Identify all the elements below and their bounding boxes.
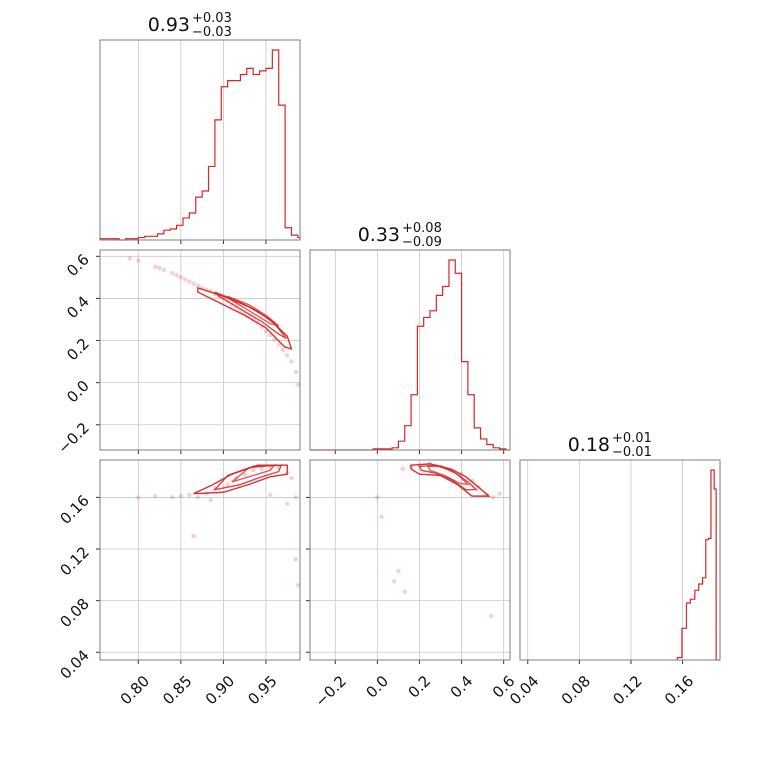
scatter-point	[136, 258, 141, 263]
scatter-point	[396, 568, 401, 574]
scatter-point	[178, 493, 184, 499]
histogram-param-0	[99, 49, 301, 241]
title-median-1: 0.33	[358, 224, 400, 246]
contour-level-1	[193, 464, 288, 495]
panels-layer	[96, 39, 721, 664]
scatter-point	[208, 497, 213, 503]
title-median-0: 0.93	[148, 14, 190, 36]
title-plus-0: +0.03	[192, 11, 232, 26]
scatter-point	[490, 495, 496, 500]
title-plus-1: +0.08	[402, 221, 442, 236]
scatter-point	[170, 495, 175, 500]
scatter-point	[293, 557, 298, 562]
scatter-point	[296, 382, 301, 387]
x-tick-label-p2: 0.04	[506, 672, 542, 708]
x-tick-label-p0: 0.85	[159, 672, 195, 708]
panel-frame-1-0	[99, 249, 301, 451]
x-tick-label-p0: 0.80	[117, 672, 153, 708]
y-tick-label-p1: −0.2	[54, 419, 92, 457]
scatter-point	[268, 492, 273, 498]
scatter-point	[153, 493, 158, 499]
scatter-point	[276, 342, 281, 347]
contour-level-3	[426, 465, 470, 486]
scatter-point	[178, 275, 184, 280]
scatter-point	[153, 264, 158, 270]
y-tick-label-p2: 0.16	[56, 492, 92, 528]
scatter-point	[289, 359, 294, 364]
panel-frame-0-0	[99, 39, 301, 241]
x-tick-label-p2: 0.16	[661, 672, 697, 708]
scatter-point	[259, 466, 264, 472]
scatter-point	[375, 495, 380, 500]
x-tick-label-p1: 0.0	[363, 672, 393, 702]
scatter-point	[187, 492, 192, 498]
histogram-param-1	[310, 259, 510, 451]
scatter-point	[285, 353, 290, 358]
scatter-point	[170, 270, 175, 276]
scatter-point	[293, 369, 298, 375]
contour-level-2	[214, 291, 287, 340]
scatter-point	[225, 482, 230, 487]
scatter-point	[195, 495, 201, 500]
scatter-point	[379, 514, 384, 519]
contour-level-3	[227, 295, 280, 327]
panel-frame-1-1	[309, 249, 511, 451]
scatter-point	[191, 281, 196, 286]
panel-frame-2-1	[309, 459, 511, 661]
scatter-point	[400, 466, 405, 472]
contour-level-1	[410, 463, 491, 497]
scatter-point	[157, 265, 162, 271]
scatter-point	[161, 267, 167, 273]
scatter-point	[296, 582, 301, 588]
scatter-point	[392, 579, 397, 584]
x-tick-label-p1: 0.4	[447, 672, 477, 702]
scatter-point	[497, 491, 502, 496]
y-tick-label-p1: 0.0	[63, 377, 93, 407]
x-tick-label-p2: 0.08	[558, 672, 594, 708]
contour-level-2	[418, 464, 479, 491]
scatter-point	[187, 279, 192, 284]
panel-frame-2-0	[99, 459, 301, 661]
scatter-point	[293, 495, 298, 500]
scatter-point	[488, 613, 494, 619]
scatter-point	[127, 256, 132, 261]
title-minus-0: −0.03	[192, 25, 232, 40]
scatter-point	[280, 347, 286, 353]
y-tick-label-p2: 0.08	[56, 595, 92, 631]
title-median-2: 0.18	[568, 434, 610, 456]
title-minus-2: −0.01	[612, 445, 652, 460]
scatter-point	[174, 273, 179, 278]
contour-level-1	[197, 286, 293, 351]
x-tick-label-p0: 0.95	[244, 672, 280, 708]
scatter-point	[250, 468, 256, 473]
scatter-point	[182, 277, 188, 282]
x-tick-label-p1: −0.2	[312, 672, 350, 710]
scatter-point	[191, 533, 196, 539]
scatter-point	[289, 475, 294, 481]
y-tick-label-p2: 0.04	[56, 646, 92, 682]
scatter-point	[136, 495, 141, 500]
x-tick-label-p1: 0.2	[405, 672, 435, 702]
y-tick-label-p1: 0.2	[63, 335, 93, 365]
y-tick-label-p1: 0.4	[63, 293, 93, 323]
contour-level-3	[231, 464, 277, 483]
y-tick-label-p2: 0.12	[56, 543, 92, 579]
scatter-point	[285, 501, 290, 507]
contour-level-2	[212, 464, 283, 491]
labels-layer: 0.93 +0.03−0.030.33 +0.08−0.090.18 +0.01−0.…	[54, 11, 697, 711]
scatter-point	[402, 589, 407, 594]
scatter-point	[195, 283, 201, 288]
title-minus-1: −0.09	[402, 235, 442, 250]
y-tick-label-p1: 0.6	[63, 250, 93, 280]
x-tick-label-p0: 0.90	[202, 672, 238, 708]
title-plus-2: +0.01	[612, 431, 652, 446]
x-tick-label-p2: 0.12	[609, 672, 645, 708]
panel-frame-2-2	[519, 459, 721, 661]
histogram-param-2	[676, 469, 720, 661]
